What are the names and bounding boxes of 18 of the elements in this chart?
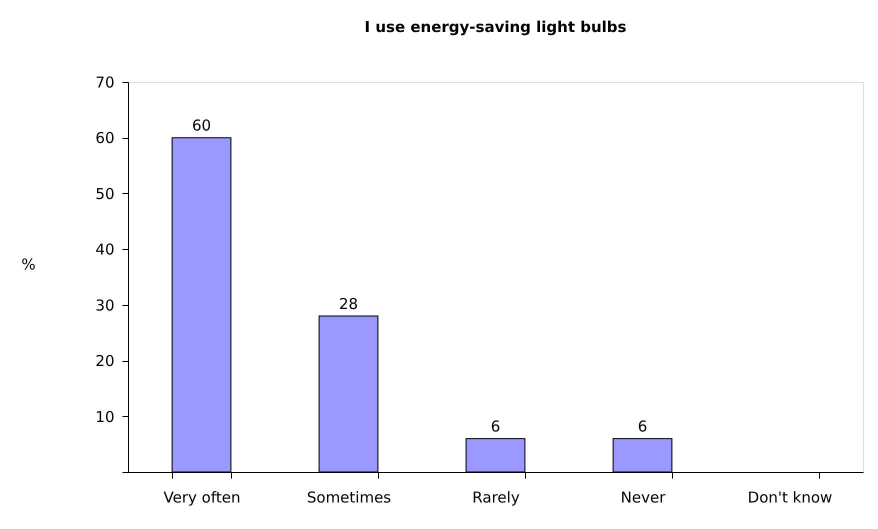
x-tick-label: Very often: [164, 488, 240, 506]
y-tick-label: 20: [95, 352, 114, 370]
data-label: 6: [638, 418, 648, 436]
x-tick-label: Sometimes: [306, 488, 392, 506]
x-tick-label: Don't know: [748, 488, 832, 506]
x-tick-label: Rarely: [472, 488, 520, 506]
y-tick-label: 30: [95, 296, 114, 314]
y-tick-label: 60: [95, 129, 114, 148]
data-label: 28: [338, 295, 358, 313]
y-tick-label: 40: [95, 240, 114, 259]
y-tick-label: 50: [95, 184, 114, 203]
chart-title: I use energy-saving light bulbs: [364, 18, 627, 36]
y-tick-label: 70: [95, 74, 114, 92]
data-label: 60: [192, 116, 212, 135]
x-tick-label: Never: [620, 488, 666, 506]
y-tick-label: 10: [95, 408, 114, 426]
data-label: 6: [490, 418, 500, 436]
y-axis-title: %: [21, 256, 36, 274]
